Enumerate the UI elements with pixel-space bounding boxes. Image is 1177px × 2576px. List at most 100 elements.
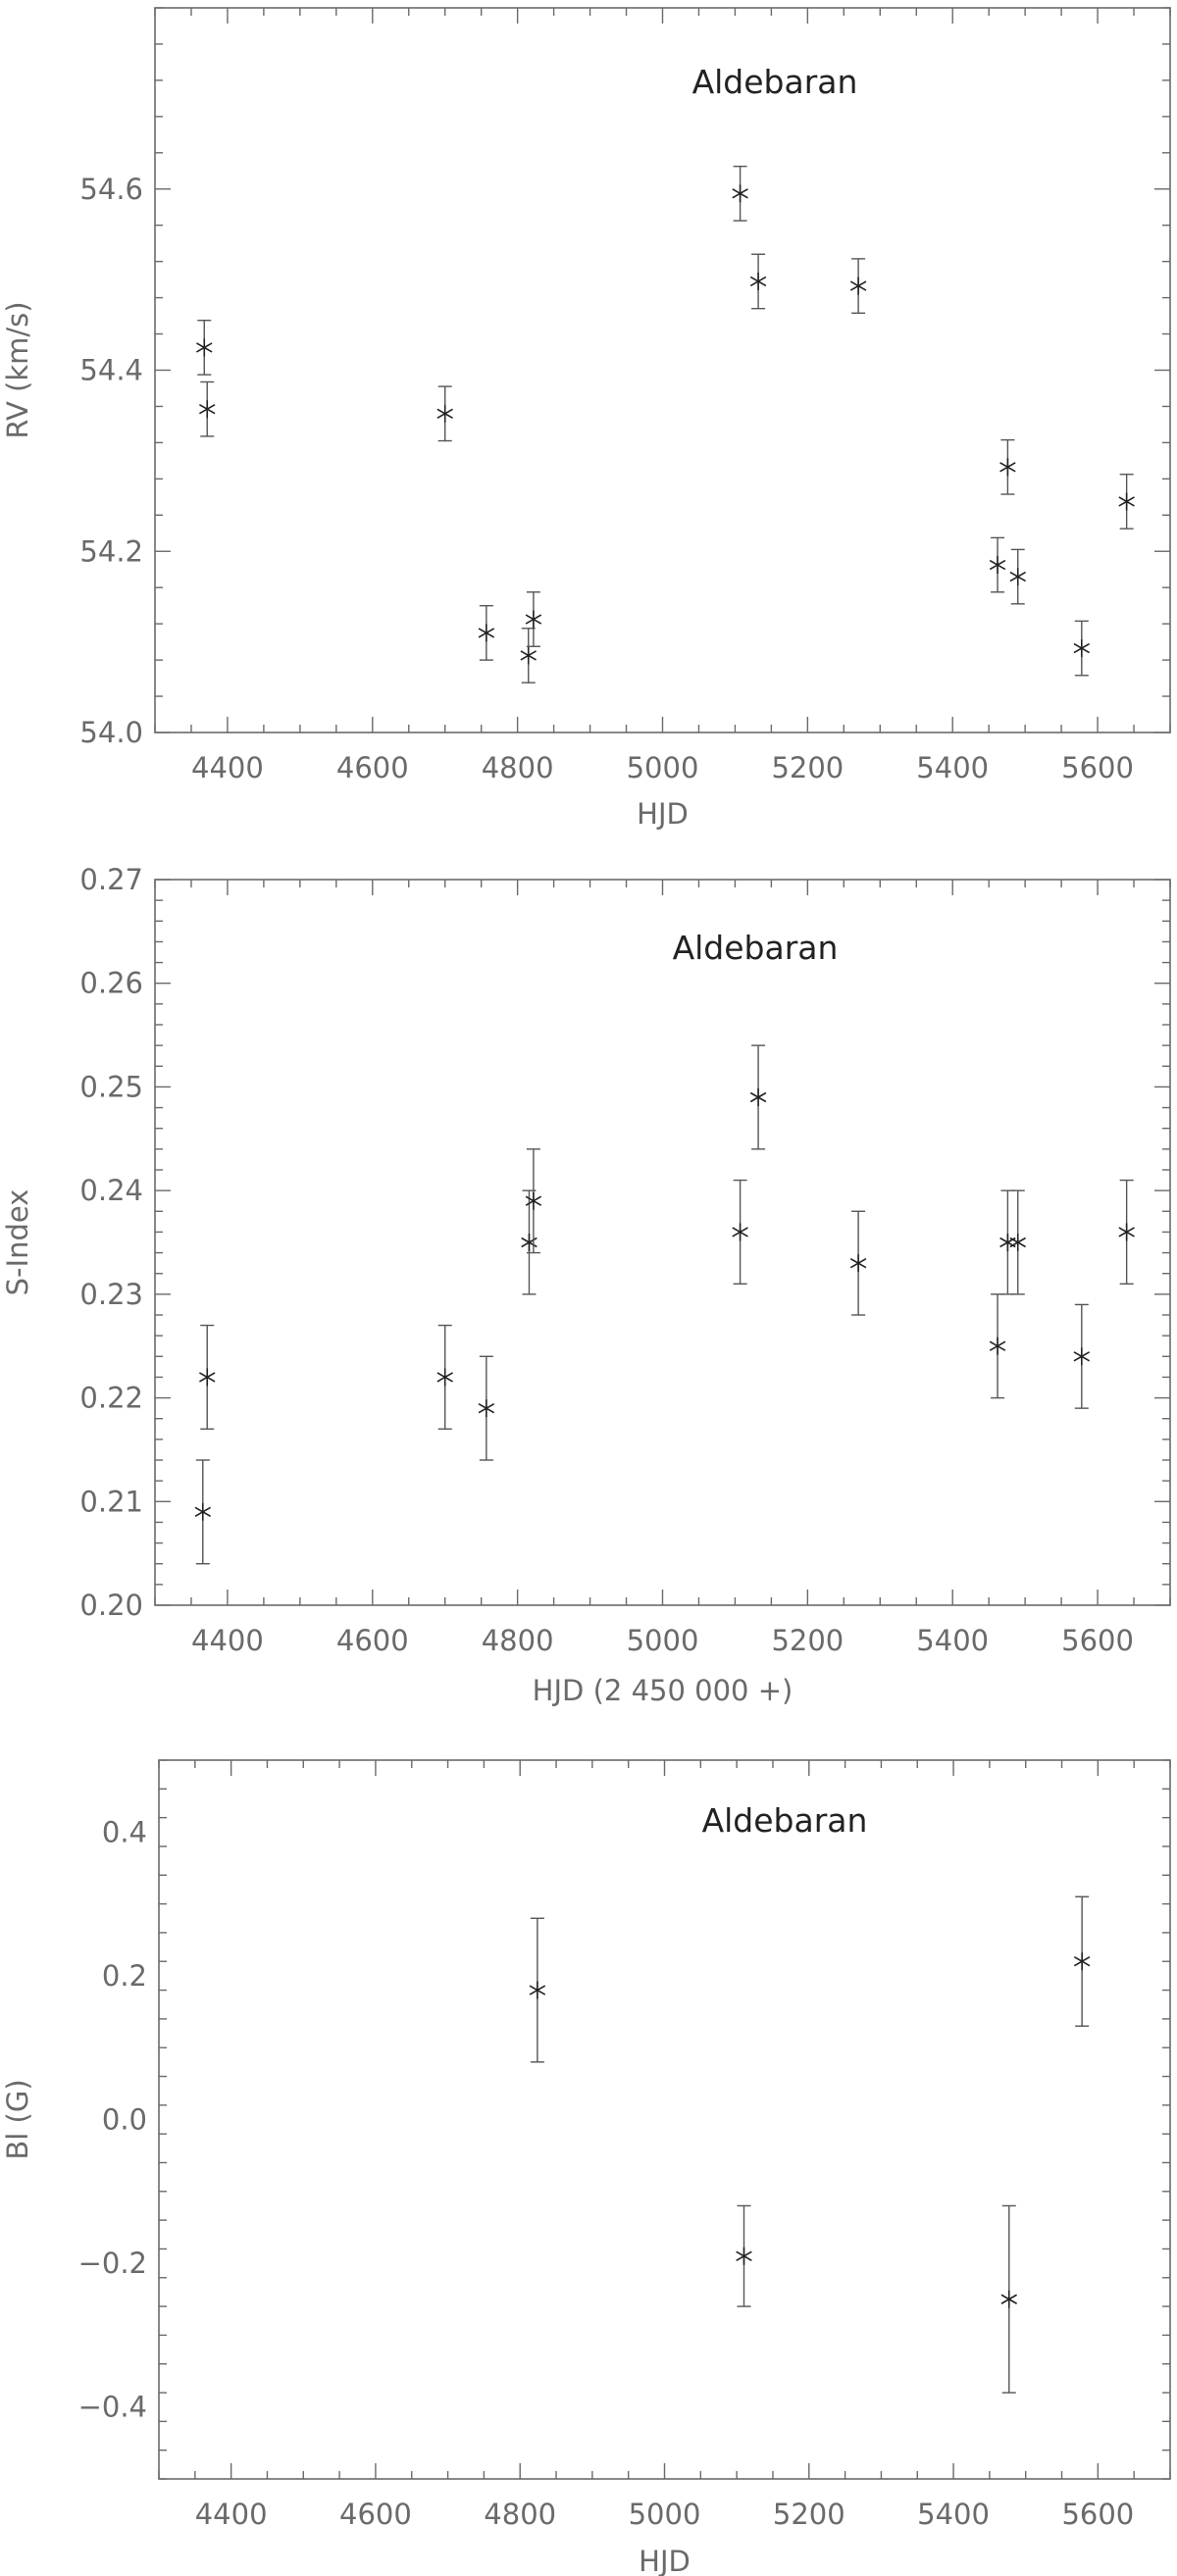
rv-xtick-label: 5000 <box>627 751 699 784</box>
bl-asterisk-marker <box>1073 1952 1091 1971</box>
s-index-xtick-label: 4800 <box>482 1624 554 1657</box>
s-index-ytick-label: 0.26 <box>79 967 143 1000</box>
rv-data-point <box>749 253 767 310</box>
bl-title: Aldebaran <box>702 1801 868 1840</box>
s-index-marker-stroke <box>525 1195 542 1206</box>
bl-frame <box>158 1759 1171 2480</box>
rv-xtick-label: 5200 <box>771 751 844 784</box>
bl-marker-stroke <box>1000 2294 1018 2304</box>
bl-xtick-label: 5600 <box>1061 2498 1134 2531</box>
s-index-data-point <box>849 1210 867 1316</box>
rv-title: Aldebaran <box>692 63 858 101</box>
s-index-xtick-label: 5600 <box>1061 1624 1134 1657</box>
s-index-asterisk-marker <box>436 1368 453 1387</box>
rv-y-axis-label: RV (km/s) <box>1 301 34 438</box>
s-index-xtick-label: 5000 <box>627 1624 699 1657</box>
rv-data-point <box>732 165 748 222</box>
rv-marker-stroke <box>849 280 867 291</box>
bl-data-point <box>1000 2204 1018 2394</box>
s-index-asterisk-marker <box>1118 1223 1135 1241</box>
bl-y-axis-label: Bl (G) <box>1 2079 34 2159</box>
s-index-ytick-label: 0.21 <box>79 1485 143 1518</box>
rv-data-point <box>1118 474 1135 530</box>
s-index-data-point <box>749 1044 767 1150</box>
rv-xtick-label: 5600 <box>1061 751 1134 784</box>
rv-marker-stroke <box>478 628 495 638</box>
bl-marker-stroke <box>736 2250 752 2261</box>
rv-xtick-label: 5400 <box>916 751 989 784</box>
s-index-marker-stroke <box>521 1237 537 1248</box>
rv-asterisk-marker <box>1118 492 1135 511</box>
s-index-asterisk-marker <box>525 1191 542 1210</box>
bl-ytick-label: 0.0 <box>102 2103 147 2137</box>
bl-xtick-label: 5400 <box>917 2498 990 2531</box>
rv-asterisk-marker <box>478 624 495 642</box>
s-index-asterisk-marker <box>198 1368 216 1387</box>
rv-marker-stroke <box>732 188 748 199</box>
rv-asterisk-marker <box>849 277 867 295</box>
rv-asterisk-marker <box>1073 639 1091 658</box>
bl-asterisk-marker <box>1000 2290 1018 2308</box>
rv-asterisk-marker <box>436 404 453 423</box>
s-index-asterisk-marker <box>749 1088 767 1106</box>
s-index-xtick-label: 4600 <box>336 1624 409 1657</box>
bl-asterisk-marker <box>736 2247 752 2265</box>
s-index-marker-stroke <box>1009 1237 1026 1248</box>
bl-marker-stroke <box>529 1985 546 1995</box>
s-index-asterisk-marker <box>849 1254 867 1273</box>
rv-ytick-label: 54.0 <box>79 716 143 749</box>
rv-xtick-label: 4800 <box>482 751 554 784</box>
bl-data-point <box>736 2204 752 2307</box>
s-index-marker-stroke <box>749 1091 767 1103</box>
rv-data-point <box>989 536 1006 593</box>
rv-marker-stroke <box>198 404 216 415</box>
rv-marker-stroke <box>749 276 767 287</box>
bl-xtick-label: 4400 <box>195 2498 268 2531</box>
s-index-asterisk-marker <box>999 1234 1016 1251</box>
bl-marker-stroke <box>1073 1956 1091 1967</box>
s-index-data-point <box>478 1355 495 1461</box>
s-index-xtick-label: 5400 <box>916 1624 989 1657</box>
s-index-data-point <box>1009 1189 1026 1295</box>
bl-ytick-label: 0.4 <box>102 1815 147 1848</box>
s-index-data-point <box>1118 1179 1135 1285</box>
rv-data-point <box>1009 548 1026 605</box>
s-index-data-point <box>525 1148 542 1254</box>
s-index-xtick-label: 4400 <box>191 1624 264 1657</box>
bl-xtick-label: 5000 <box>629 2498 701 2531</box>
s-index-data-point <box>999 1189 1016 1295</box>
bl-ytick-label: 0.2 <box>102 1959 147 1993</box>
s-index-marker-stroke <box>198 1372 216 1383</box>
rv-data-point <box>436 385 453 442</box>
rv-marker-stroke <box>520 650 537 661</box>
s-index-asterisk-marker <box>194 1502 212 1521</box>
rv-ytick-label: 54.6 <box>79 173 143 206</box>
s-index-marker-stroke <box>1118 1227 1135 1237</box>
rv-data-point <box>478 604 495 661</box>
rv-data-point <box>999 438 1016 495</box>
s-index-ytick-label: 0.24 <box>79 1174 143 1207</box>
rv-asterisk-marker <box>749 272 767 290</box>
rv-asterisk-marker <box>732 184 748 203</box>
bl-xtick-label: 4600 <box>339 2498 412 2531</box>
rv-asterisk-marker <box>1009 568 1026 586</box>
s-index-ytick-label: 0.20 <box>79 1589 143 1622</box>
s-index-marker-stroke <box>849 1257 867 1269</box>
s-index-asterisk-marker <box>989 1337 1006 1355</box>
s-index-data-point <box>198 1324 216 1430</box>
s-index-y-axis-label: S-Index <box>1 1189 34 1296</box>
rv-xtick-label: 4400 <box>191 751 264 784</box>
rv-x-axis-label: HJD <box>637 797 689 831</box>
rv-ytick-label: 54.2 <box>79 534 143 568</box>
rv-data-point <box>849 258 867 315</box>
rv-marker-stroke <box>1118 496 1135 507</box>
bl-asterisk-marker <box>529 1981 546 1999</box>
rv-asterisk-marker <box>989 556 1006 575</box>
s-index-marker-stroke <box>194 1506 212 1518</box>
s-index-marker-stroke <box>1073 1351 1091 1362</box>
panel-bl: 4400 4600 4800 5000 5200 5400 5600 −0.4 −0.2 0.0 0… <box>1 1759 1171 2576</box>
s-index-data-point <box>521 1189 537 1295</box>
rv-data-point <box>520 628 537 683</box>
s-index-asterisk-marker <box>1009 1234 1026 1251</box>
